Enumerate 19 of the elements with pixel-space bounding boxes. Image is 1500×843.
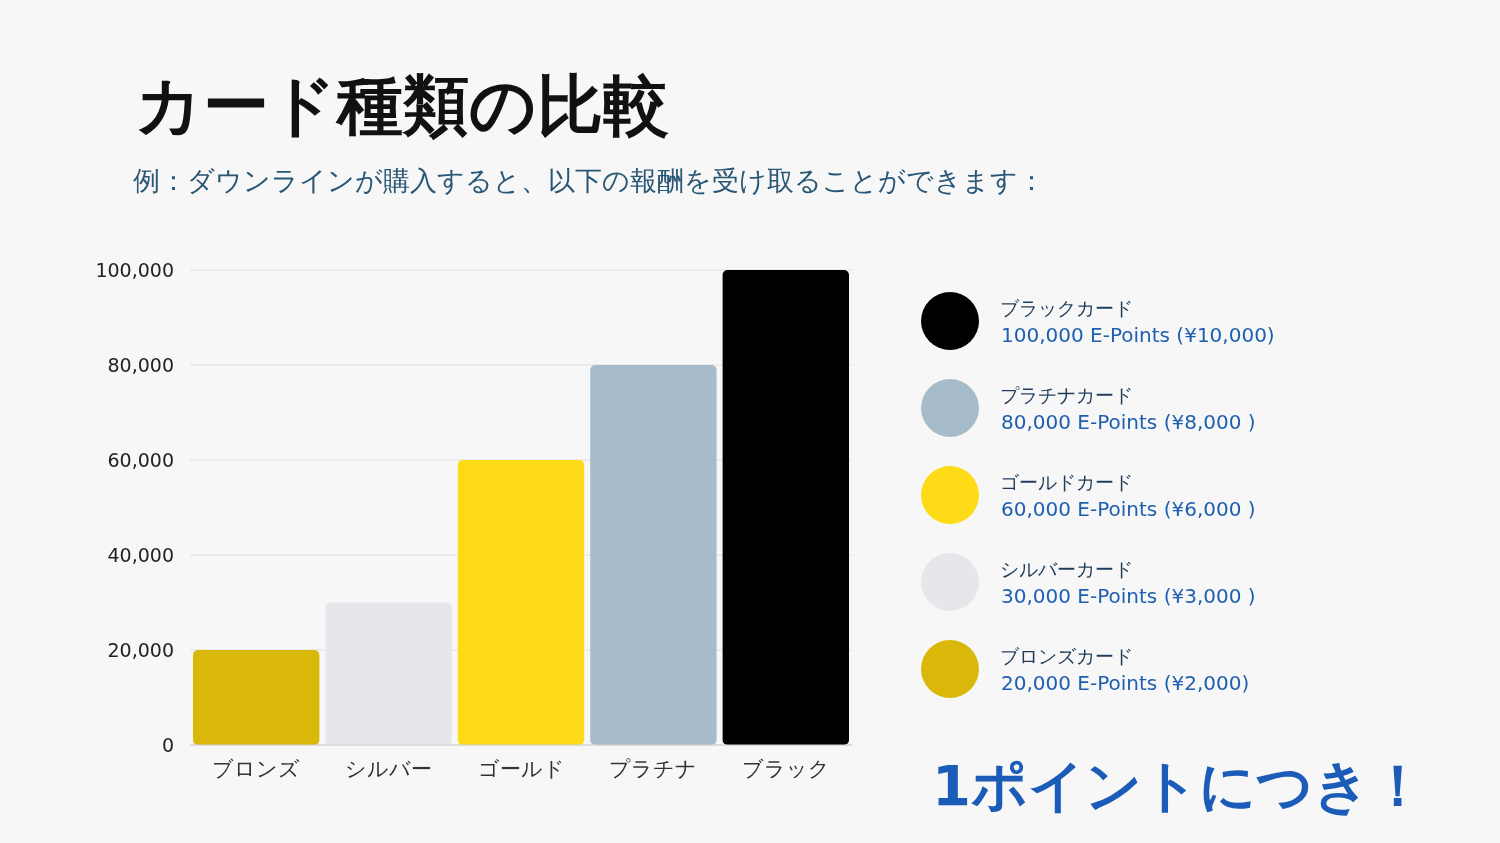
text: 20,000 E-Points (¥2,000) <box>1001 671 1250 695</box>
x-tick-label: ブロンズ <box>212 757 301 781</box>
x-tick-label: ゴールド <box>477 757 565 781</box>
y-tick-label: 0 <box>161 734 174 756</box>
y-tick-label: 100,000 <box>95 259 174 281</box>
y-tick-label: 80,000 <box>107 354 174 376</box>
text: 100,000 E-Points (¥10,000) <box>1001 323 1275 347</box>
text: 1ポイントにつき！ <box>932 753 1426 818</box>
x-tick-label: シルバー <box>345 757 433 781</box>
y-tick-label: 40,000 <box>107 544 174 566</box>
chart-title: カード種類の比較 <box>135 66 669 144</box>
text: 30,000 E-Points (¥3,000 ) <box>1001 584 1256 608</box>
y-tick-label: 20,000 <box>107 639 174 661</box>
x-tick-label: プラチナ <box>609 757 698 781</box>
text: 80,000 E-Points (¥8,000 ) <box>1001 410 1256 434</box>
chart-subtitle: 例：ダウンラインが購入すると、以下の報酬を受け取ることができます： <box>133 165 1045 196</box>
text: 60,000 E-Points (¥6,000 ) <box>1001 497 1256 521</box>
x-tick-label: ブラック <box>741 757 830 781</box>
y-tick-label: 60,000 <box>107 449 174 471</box>
